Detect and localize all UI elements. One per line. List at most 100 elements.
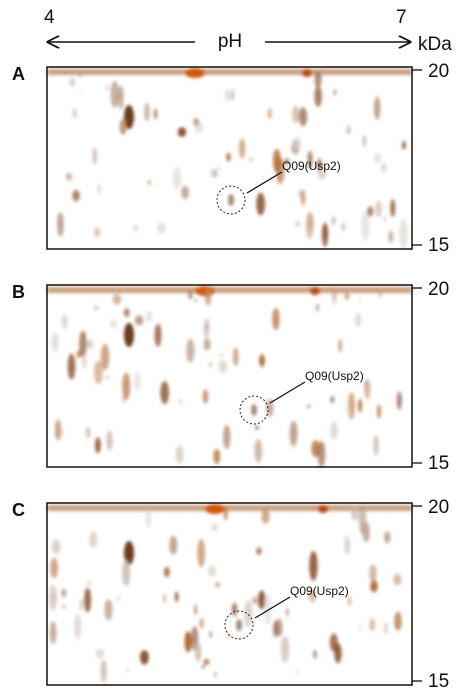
protein-spot: [93, 227, 101, 238]
protein-spot: [351, 506, 359, 521]
panel-label: A: [12, 64, 25, 84]
protein-spot: [61, 430, 65, 435]
protein-spot: [213, 448, 221, 465]
protein-spot: [203, 658, 210, 665]
protein-spot: [211, 168, 218, 179]
protein-spot: [377, 404, 381, 419]
mw-bottom-label: 15: [428, 671, 449, 688]
protein-spot: [172, 167, 182, 190]
protein-spot: [65, 172, 73, 181]
protein-spot: [160, 381, 169, 405]
protein-spot: [346, 125, 351, 135]
protein-spot: [259, 354, 265, 367]
protein-spot: [147, 180, 151, 185]
protein-spot: [364, 379, 368, 393]
annotation-line: [246, 171, 283, 194]
protein-spot: [267, 108, 272, 120]
gel-panel: C 20 15 Q09(Usp2): [12, 497, 449, 688]
protein-spot: [256, 547, 262, 556]
protein-spot: [211, 523, 219, 532]
protein-spot: [157, 222, 166, 234]
protein-spot: [317, 158, 322, 173]
major-spot: [318, 505, 328, 513]
protein-spot: [207, 565, 217, 577]
protein-spot: [93, 305, 99, 311]
protein-spot: [316, 303, 319, 312]
protein-spot: [254, 439, 263, 463]
major-spot: [124, 323, 134, 347]
protein-spot: [93, 360, 103, 385]
protein-spot: [79, 330, 87, 357]
protein-spot: [106, 430, 113, 451]
protein-spot: [80, 91, 83, 95]
protein-spot: [394, 611, 402, 631]
protein-spot: [85, 426, 91, 439]
protein-spot: [84, 587, 92, 613]
protein-spot: [402, 140, 406, 150]
protein-spot: [362, 135, 367, 148]
protein-spot: [134, 315, 144, 326]
unit-label: kDa: [418, 34, 452, 55]
protein-spot: [72, 189, 80, 202]
protein-spot: [331, 215, 336, 226]
major-spot: [195, 286, 215, 296]
protein-spot: [231, 602, 238, 617]
protein-spot: [314, 85, 322, 107]
target-circle: [239, 395, 269, 425]
protein-spot: [358, 398, 363, 413]
mw-top-label: 20: [428, 279, 449, 300]
protein-spot: [223, 424, 231, 450]
protein-spot: [263, 594, 272, 625]
protein-spot: [188, 290, 193, 300]
protein-spot: [74, 614, 82, 640]
protein-spot: [344, 292, 350, 300]
protein-spot: [61, 314, 68, 330]
protein-spot: [174, 591, 179, 603]
protein-spot: [367, 206, 374, 217]
protein-spot: [181, 185, 189, 200]
protein-spot: [184, 631, 192, 653]
protein-spot: [369, 564, 377, 582]
protein-spot: [204, 288, 212, 306]
protein-spot: [110, 319, 117, 328]
protein-spot: [202, 389, 209, 404]
mw-bottom-label: 15: [428, 453, 449, 474]
protein-spot: [244, 600, 253, 628]
protein-spot: [289, 424, 297, 448]
gel-frame: [46, 284, 413, 468]
protein-spot: [257, 590, 266, 610]
protein-spot: [383, 621, 389, 635]
protein-spot: [95, 437, 101, 454]
protein-spot: [273, 620, 278, 638]
protein-spot: [51, 332, 59, 352]
protein-spot: [95, 648, 105, 659]
protein-spot: [69, 77, 76, 87]
protein-spot: [145, 508, 151, 528]
annotation: Q09(Usp2): [305, 369, 364, 383]
protein-spot: [194, 604, 198, 616]
annotation-line: [269, 381, 306, 404]
protein-spot: [330, 421, 338, 440]
protein-spot: [133, 225, 139, 232]
protein-spot: [330, 396, 334, 404]
protein-spot: [393, 573, 402, 586]
protein-spot: [197, 538, 206, 568]
protein-spot: [105, 375, 110, 380]
protein-spot: [51, 539, 61, 554]
protein-spot: [261, 509, 270, 524]
protein-spot: [57, 212, 64, 237]
protein-spot: [311, 440, 321, 458]
protein-spot: [373, 434, 380, 456]
protein-spot: [214, 581, 221, 588]
protein-spot: [194, 121, 204, 133]
protein-spot: [384, 531, 391, 544]
gel-frame: [46, 502, 413, 686]
protein-spot: [179, 399, 182, 404]
major-spot: [124, 541, 134, 565]
mw-top-label: 20: [428, 497, 449, 518]
protein-spot: [219, 353, 223, 358]
protein-spot: [296, 670, 299, 673]
protein-spot: [208, 361, 213, 368]
